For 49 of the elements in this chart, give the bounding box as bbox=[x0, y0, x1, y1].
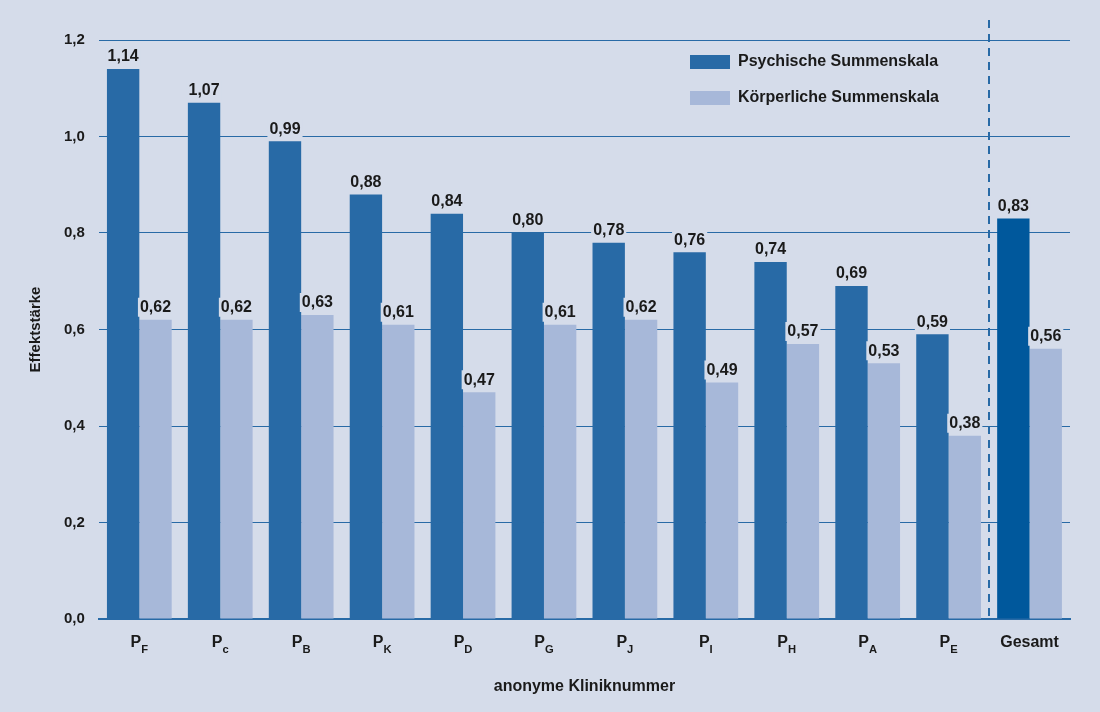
data-label: 0,62 bbox=[139, 298, 172, 316]
y-tick-label: 0,6 bbox=[63, 319, 85, 337]
legend-label: Körperliche Summenskala bbox=[738, 88, 940, 106]
legend-label: Psychische Summenskala bbox=[738, 52, 939, 70]
bar bbox=[382, 324, 415, 619]
data-label: 0,76 bbox=[674, 230, 706, 248]
data-label: 0,56 bbox=[1030, 327, 1062, 345]
data-label: 0,74 bbox=[754, 240, 787, 258]
bar bbox=[997, 218, 1030, 619]
data-label: 0,38 bbox=[949, 414, 981, 432]
bar bbox=[220, 319, 253, 619]
y-tick-label: 1,2 bbox=[63, 30, 85, 48]
data-label: 0,63 bbox=[301, 293, 334, 311]
y-tick-label: 0,0 bbox=[63, 609, 85, 627]
data-label: 0,53 bbox=[868, 341, 900, 359]
bar bbox=[1029, 348, 1062, 619]
data-label: 1,07 bbox=[188, 81, 220, 99]
bar bbox=[705, 382, 739, 619]
bar bbox=[463, 392, 496, 619]
data-label: 0,59 bbox=[916, 312, 949, 330]
data-label: 0,62 bbox=[220, 298, 253, 316]
data-label: 0,99 bbox=[269, 119, 301, 137]
data-label: 0,80 bbox=[512, 211, 544, 229]
data-label: 0,47 bbox=[463, 370, 495, 388]
data-label: 0,69 bbox=[835, 264, 868, 282]
bar bbox=[867, 363, 901, 619]
data-label: 0,83 bbox=[997, 196, 1030, 214]
data-label: 0,84 bbox=[431, 192, 463, 210]
bar bbox=[786, 343, 820, 619]
data-label: 0,49 bbox=[706, 360, 738, 378]
bar bbox=[139, 319, 172, 619]
data-label: 0,78 bbox=[593, 221, 625, 239]
data-label: 0,62 bbox=[625, 298, 657, 316]
y-tick-label: 0,8 bbox=[63, 223, 85, 241]
x-axis-title: anonyme Kliniknummer bbox=[493, 677, 676, 694]
y-tick-label: 1,0 bbox=[63, 126, 85, 144]
data-label: 0,57 bbox=[787, 322, 819, 340]
data-label: 1,14 bbox=[107, 47, 139, 65]
bar bbox=[543, 324, 577, 619]
y-tick-label: 0,4 bbox=[63, 416, 86, 434]
bar bbox=[948, 435, 981, 619]
data-label: 0,61 bbox=[544, 303, 576, 321]
x-tick-label: Gesamt bbox=[1000, 633, 1060, 650]
bar bbox=[624, 319, 658, 619]
data-label: 0,88 bbox=[350, 172, 382, 190]
y-tick-label: 0,2 bbox=[63, 512, 85, 530]
y-axis-title: Effektstärke bbox=[26, 286, 43, 373]
data-label: 0,61 bbox=[382, 303, 414, 321]
bar bbox=[301, 315, 334, 619]
